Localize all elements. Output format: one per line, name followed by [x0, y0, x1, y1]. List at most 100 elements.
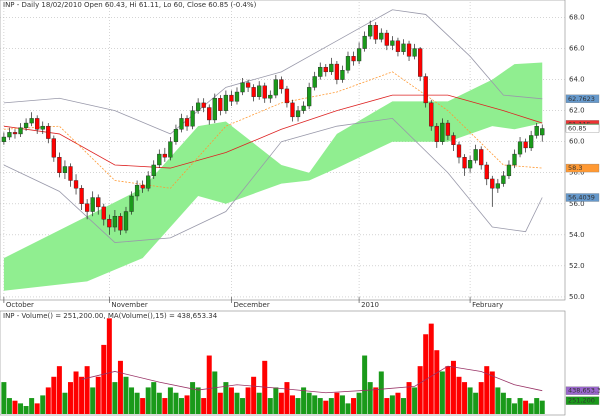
candle-body	[90, 197, 95, 212]
candle-body	[7, 132, 12, 138]
candle-body	[29, 118, 34, 124]
volume-bar	[173, 392, 179, 414]
volume-bar	[178, 398, 184, 414]
volume-bar	[101, 344, 107, 414]
volume-bar	[167, 387, 173, 414]
value-box	[565, 124, 600, 133]
candle-body	[368, 25, 373, 37]
volume-bar	[195, 387, 201, 414]
candle-body	[440, 122, 445, 142]
volume-bar	[450, 360, 456, 414]
volume-bar	[489, 371, 495, 414]
y-tick-label: 68.0	[569, 14, 585, 22]
volume-bar	[439, 371, 445, 414]
candle-body	[96, 197, 101, 208]
value-box	[565, 396, 600, 405]
candle-body	[467, 160, 473, 169]
volume-bar	[251, 376, 257, 414]
candle-body	[184, 118, 190, 127]
candle-body	[179, 118, 184, 130]
candle-body	[423, 76, 428, 104]
candle-body	[257, 85, 262, 97]
value-box-label: 58.3	[568, 164, 582, 172]
candle-body	[57, 157, 62, 173]
candle-body	[434, 125, 439, 142]
candle-body	[334, 63, 340, 80]
volume-bar	[156, 392, 162, 414]
volume-bar	[234, 392, 240, 414]
volume-bar	[240, 398, 246, 414]
value-box-label: 56.4039	[568, 194, 595, 202]
candle-body	[212, 98, 217, 121]
volume-bar	[462, 382, 468, 414]
volume-bar	[495, 387, 501, 414]
volume-bar	[473, 392, 479, 414]
volume-bar	[217, 392, 223, 414]
candle-body	[445, 122, 451, 136]
volume-bar	[190, 382, 196, 414]
candle-body	[1, 136, 7, 142]
candle-body	[401, 43, 406, 52]
candle-body	[201, 102, 206, 108]
volume-bar	[184, 395, 190, 414]
candle-body	[146, 175, 151, 189]
candle-body	[390, 40, 395, 46]
candle-body	[406, 43, 412, 57]
volume-bar	[301, 387, 307, 414]
volume-bar	[206, 355, 212, 414]
volume-bar	[267, 398, 273, 414]
volume-bar	[228, 387, 234, 414]
volume-bar	[523, 400, 529, 414]
candle-body	[245, 82, 251, 88]
candle-body	[429, 102, 434, 127]
candle-body	[84, 203, 90, 212]
volume-bar	[367, 382, 373, 414]
volume-bar	[12, 400, 18, 414]
volume-bar	[273, 387, 279, 414]
value-box-label: 60.85	[568, 124, 587, 132]
volume-bar	[245, 387, 251, 414]
volume-bar	[40, 395, 46, 414]
candle-body	[273, 79, 278, 96]
candle-body	[207, 107, 212, 121]
volume-bar	[417, 366, 423, 414]
volume-bar	[284, 382, 290, 414]
candle-body	[157, 153, 162, 166]
candle-body	[234, 91, 240, 102]
candle-body	[451, 135, 456, 145]
volume-bar	[51, 376, 57, 414]
volume-bar	[201, 398, 207, 414]
candle-body	[523, 141, 528, 149]
candle-body	[118, 215, 123, 231]
candle-body	[395, 40, 401, 52]
volume-bar	[312, 395, 318, 414]
candle-body	[290, 102, 295, 118]
volume-bar	[506, 398, 512, 414]
volume-bar	[278, 392, 284, 414]
volume-bar	[406, 382, 412, 414]
candle-body	[379, 32, 384, 40]
x-tick-label: November	[111, 301, 148, 309]
candle-body	[412, 48, 417, 57]
candle-body	[46, 125, 51, 139]
volume-bar	[256, 392, 262, 414]
volume-bar	[317, 398, 323, 414]
volume-bar	[23, 406, 29, 414]
volume-title: INP - Volume() = 251,200.00, MA(Volume()…	[3, 312, 218, 320]
candle-body	[112, 215, 118, 228]
candle-body	[373, 25, 378, 40]
candle-body	[306, 87, 312, 107]
volume-bar	[95, 376, 101, 414]
candle-body	[501, 175, 506, 184]
volume-bar	[334, 392, 340, 414]
candle-body	[251, 87, 256, 97]
volume-ma-line	[81, 365, 543, 394]
volume-bar	[67, 382, 73, 414]
overlay-line	[3, 117, 543, 243]
y-tick-label: 62.0	[569, 107, 585, 115]
candle-body	[318, 66, 323, 77]
volume-bar	[500, 392, 506, 414]
candle-body	[79, 188, 84, 204]
candle-body	[173, 129, 179, 142]
volume-bar	[212, 371, 218, 414]
